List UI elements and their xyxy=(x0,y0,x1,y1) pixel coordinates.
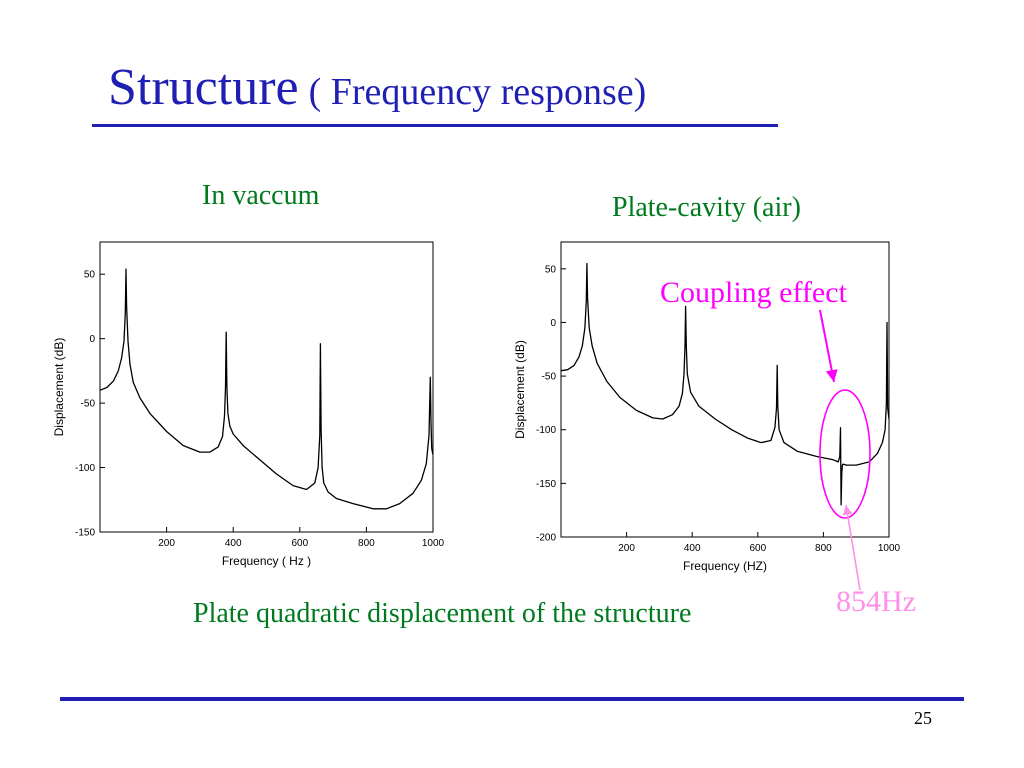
page-number: 25 xyxy=(914,708,932,728)
y-axis-label: Displacement (dB) xyxy=(513,340,527,439)
x-tick-label: 400 xyxy=(225,538,242,549)
caption-bottom: Plate quadratic displacement of the stru… xyxy=(193,598,692,629)
x-tick-label: 400 xyxy=(684,543,701,554)
x-tick-label: 1000 xyxy=(422,538,445,549)
x-tick-label: 800 xyxy=(358,538,375,549)
slide-title: Structure( Frequency response) xyxy=(108,58,646,117)
y-tick-label: -50 xyxy=(542,372,557,383)
x-tick-label: 800 xyxy=(815,543,832,554)
series-line xyxy=(560,262,890,506)
x-tick-label: 200 xyxy=(158,538,175,549)
plot-frame xyxy=(99,241,434,533)
x-axis-label: Frequency (HZ) xyxy=(683,559,767,573)
title-underline xyxy=(92,124,778,127)
y-tick-label: -150 xyxy=(536,479,556,490)
y-tick-label: -100 xyxy=(75,463,95,474)
plot-frame xyxy=(560,241,890,538)
x-axis-label: Frequency ( Hz ) xyxy=(222,554,311,568)
y-tick-label: 0 xyxy=(550,318,556,329)
caption-right-chart: Plate-cavity (air) xyxy=(612,192,801,223)
footer-rule xyxy=(60,697,964,701)
x-tick-label: 600 xyxy=(749,543,766,554)
annotation-coupling-effect: Coupling effect xyxy=(660,276,847,309)
annotation-854hz: 854Hz xyxy=(836,585,916,618)
y-tick-label: 0 xyxy=(89,334,95,345)
y-tick-label: -50 xyxy=(81,399,96,410)
caption-left-chart: In vaccum xyxy=(202,180,320,211)
series-line xyxy=(99,268,434,510)
x-tick-label: 600 xyxy=(291,538,308,549)
title-sub: ( Frequency response) xyxy=(308,71,647,113)
title-main: Structure xyxy=(108,59,299,116)
y-tick-label: 50 xyxy=(545,264,557,275)
y-axis-label: Displacement (dB) xyxy=(52,338,66,437)
y-tick-label: -150 xyxy=(75,528,95,539)
frequency-arrow xyxy=(842,504,861,591)
coupling-highlight-ellipse xyxy=(819,389,871,519)
y-tick-label: -100 xyxy=(536,425,556,436)
coupling-arrow xyxy=(819,309,838,383)
y-tick-label: -200 xyxy=(536,533,556,544)
x-tick-label: 200 xyxy=(618,543,635,554)
x-tick-label: 1000 xyxy=(878,543,901,554)
y-tick-label: 50 xyxy=(84,270,96,281)
